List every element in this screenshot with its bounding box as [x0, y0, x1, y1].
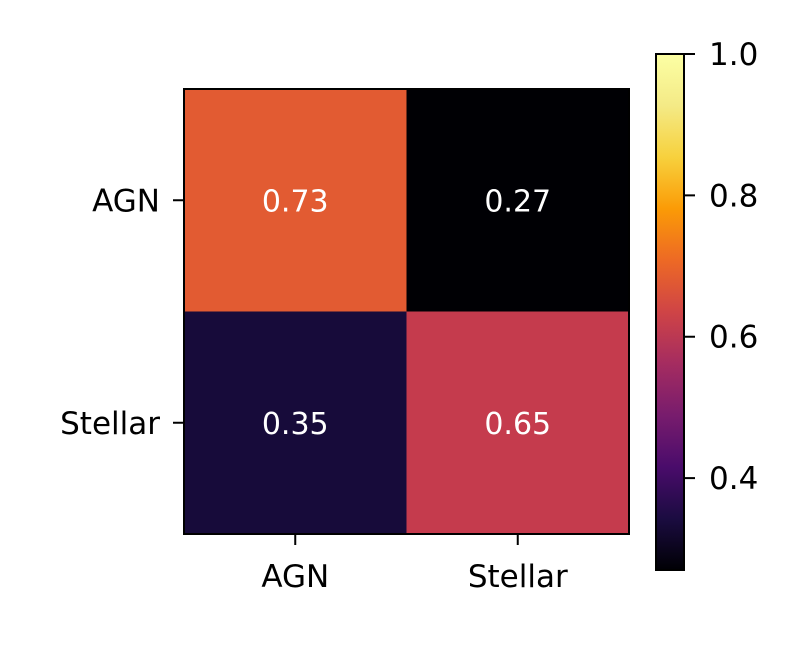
colorbar-tick-label: 1.0 — [709, 37, 758, 73]
colorbar-tick-label: 0.6 — [709, 320, 758, 356]
x-axis: AGN Stellar — [261, 534, 568, 595]
cell-value-label-1-0: 0.35 — [262, 407, 329, 442]
cell-value-labels: 0.73 0.27 0.35 0.65 — [262, 184, 551, 442]
y-tick-label: AGN — [92, 183, 160, 219]
colorbar-ticks: 0.4 0.6 0.8 1.0 — [684, 37, 758, 497]
y-axis: AGN Stellar — [60, 183, 184, 442]
heatmap-cell-0-0 — [184, 89, 407, 312]
cell-value-label-0-0: 0.73 — [262, 184, 329, 219]
heatmap-frame — [183, 88, 630, 535]
heatmap-cells — [184, 89, 629, 534]
y-tick-label: Stellar — [60, 406, 160, 442]
heatmap-cell-1-1 — [406, 311, 629, 534]
colorbar-tick-label: 0.8 — [709, 178, 758, 214]
cell-value-label-1-1: 0.65 — [484, 407, 551, 442]
cell-value-label-0-1: 0.27 — [484, 184, 551, 219]
colorbar-tick-label: 0.4 — [709, 461, 758, 497]
heatmap-cell-1-0 — [184, 311, 407, 534]
heatmap-cell-0-1 — [406, 89, 629, 312]
colorbar — [655, 53, 685, 571]
x-tick-label: Stellar — [468, 559, 568, 595]
x-tick-label: AGN — [261, 559, 329, 595]
